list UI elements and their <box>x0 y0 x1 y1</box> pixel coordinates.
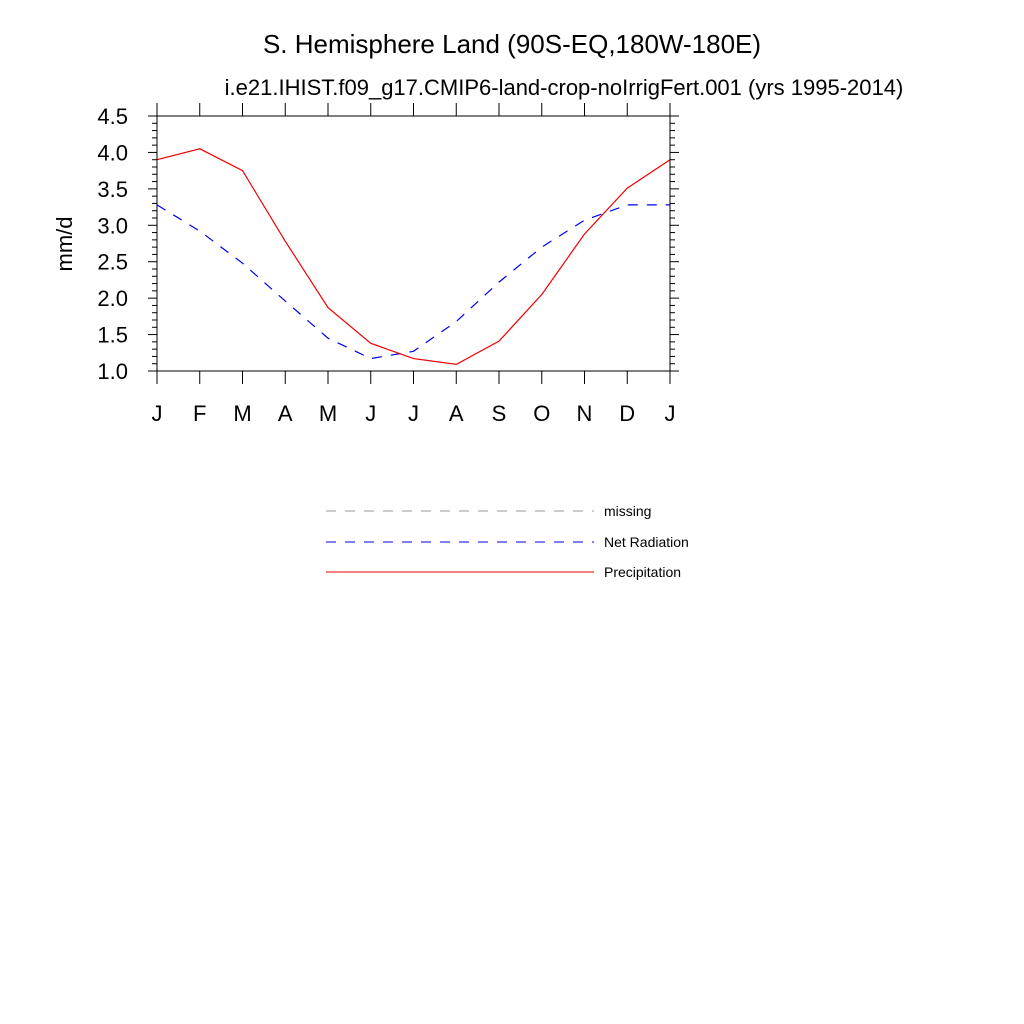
plot-frame <box>156 115 671 372</box>
x-tick-label: J <box>152 401 163 426</box>
chart-subtitle: i.e21.IHIST.f09_g17.CMIP6-land-crop-noIr… <box>225 75 904 100</box>
x-tick-label: J <box>408 401 419 426</box>
y-tick-label: 1.0 <box>97 359 128 384</box>
y-tick-label: 2.0 <box>97 286 128 311</box>
x-tick-label: J <box>665 401 676 426</box>
y-tick-label: 4.0 <box>97 140 128 165</box>
y-tick-label: 3.0 <box>97 213 128 238</box>
plot-border <box>156 115 671 372</box>
legend-label-2: Precipitation <box>604 564 681 580</box>
series-line-2 <box>156 148 671 366</box>
x-tick-label: M <box>319 401 337 426</box>
legend-label-1: Net Radiation <box>604 534 689 550</box>
x-tick-label: D <box>619 401 635 426</box>
y-tick-label: 2.5 <box>97 250 128 275</box>
chart-title: S. Hemisphere Land (90S-EQ,180W-180E) <box>263 29 761 59</box>
plot-lines <box>156 148 671 366</box>
legend-label-0: missing <box>604 503 651 519</box>
x-tick-label: S <box>492 401 507 426</box>
x-tick-label: J <box>365 401 376 426</box>
y-tick-label: 3.5 <box>97 177 128 202</box>
x-tick-label: A <box>449 401 464 426</box>
x-tick-label: M <box>233 401 251 426</box>
x-tick-label: N <box>577 401 593 426</box>
legend: missing Net Radiation Precipitation <box>326 503 689 580</box>
y-tick-label: 4.5 <box>97 104 128 129</box>
y-tick-label: 1.5 <box>97 323 128 348</box>
x-tick-label: A <box>278 401 293 426</box>
x-tick-label: F <box>193 401 206 426</box>
y-axis-label: mm/d <box>52 217 77 272</box>
y-axis: 1.0 1.5 2.0 2.5 3.0 3.5 4.0 4.5 <box>97 104 679 384</box>
x-tick-label: O <box>533 401 550 426</box>
series-line-1 <box>156 204 670 360</box>
